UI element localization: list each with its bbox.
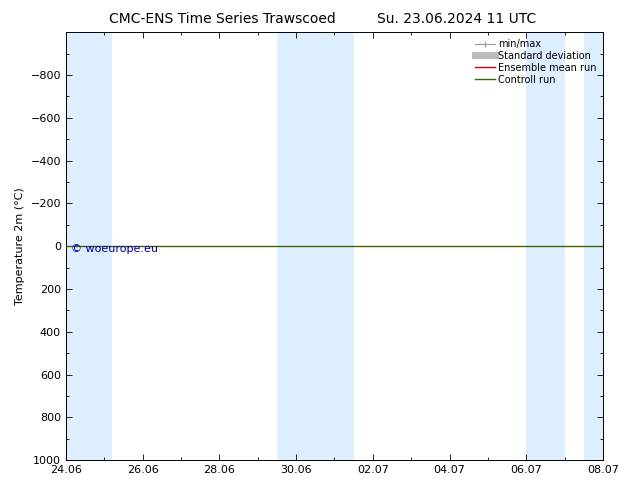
Text: © woeurope.eu: © woeurope.eu bbox=[71, 244, 158, 254]
Bar bbox=[66, 32, 112, 460]
Bar bbox=[277, 32, 354, 460]
Text: CMC-ENS Time Series Trawscoed: CMC-ENS Time Series Trawscoed bbox=[108, 12, 335, 26]
Bar bbox=[526, 32, 565, 460]
Text: Su. 23.06.2024 11 UTC: Su. 23.06.2024 11 UTC bbox=[377, 12, 536, 26]
Legend: min/max, Standard deviation, Ensemble mean run, Controll run: min/max, Standard deviation, Ensemble me… bbox=[474, 37, 598, 87]
Bar bbox=[584, 32, 603, 460]
Y-axis label: Temperature 2m (°C): Temperature 2m (°C) bbox=[15, 187, 25, 305]
